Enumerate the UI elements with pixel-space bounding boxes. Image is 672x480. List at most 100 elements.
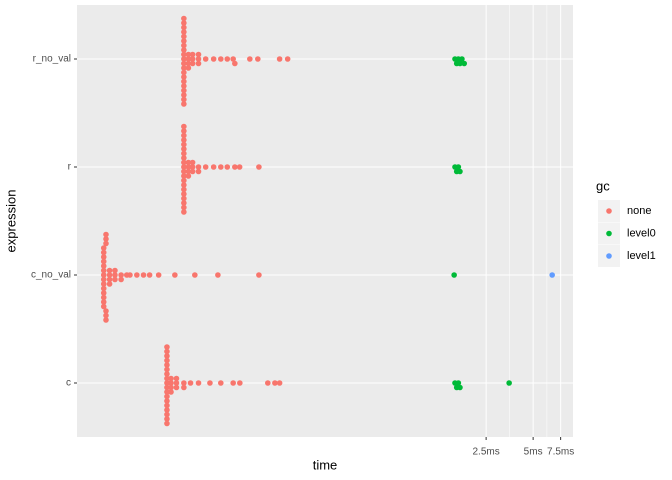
point — [457, 60, 463, 67]
point — [100, 281, 107, 287]
point — [181, 146, 187, 152]
point — [181, 60, 187, 67]
point — [506, 380, 512, 386]
point — [168, 384, 174, 391]
point — [232, 164, 238, 170]
point — [256, 164, 262, 170]
x-tick-label: 5ms — [524, 447, 543, 458]
point — [181, 56, 187, 62]
point — [103, 308, 109, 314]
point — [185, 51, 192, 58]
point — [164, 371, 170, 377]
point — [232, 60, 238, 67]
point — [181, 33, 187, 40]
point — [236, 164, 243, 170]
point — [284, 56, 291, 62]
point — [224, 56, 231, 62]
points — [100, 15, 555, 427]
point — [100, 267, 107, 274]
point — [181, 137, 187, 143]
point — [100, 258, 107, 265]
point — [181, 177, 187, 184]
point — [455, 380, 462, 386]
point — [155, 272, 162, 278]
point — [215, 272, 221, 278]
point — [276, 56, 283, 62]
x-tick-label: 7.5ms — [547, 447, 574, 458]
point — [164, 348, 170, 355]
point — [164, 420, 170, 427]
point — [112, 267, 118, 274]
point — [164, 411, 170, 418]
point — [185, 168, 192, 175]
point — [181, 83, 187, 89]
point — [103, 240, 109, 247]
point — [100, 303, 107, 310]
y-tick-label: c_no_val — [31, 270, 71, 281]
point — [181, 38, 187, 44]
point — [181, 173, 187, 179]
point — [118, 276, 124, 283]
point — [181, 195, 187, 202]
point — [192, 272, 198, 278]
point — [140, 272, 147, 278]
point — [181, 155, 187, 161]
point — [455, 164, 462, 170]
y-tick-label: c — [66, 378, 71, 389]
point — [164, 384, 170, 391]
point — [181, 42, 187, 49]
point — [164, 393, 170, 400]
point — [189, 60, 196, 67]
point — [100, 299, 107, 305]
point — [134, 272, 140, 278]
point — [181, 164, 187, 170]
point — [146, 272, 153, 278]
point — [100, 294, 107, 301]
point — [276, 380, 283, 386]
point — [218, 380, 224, 386]
point — [549, 272, 555, 278]
point — [181, 200, 187, 206]
point — [118, 272, 124, 278]
point — [181, 141, 187, 148]
point — [164, 375, 170, 382]
point — [181, 209, 187, 215]
point — [164, 389, 170, 395]
point — [164, 416, 170, 422]
point — [457, 168, 463, 175]
point — [189, 159, 196, 166]
point — [230, 56, 236, 62]
point — [164, 402, 170, 409]
point — [272, 380, 278, 386]
point — [451, 272, 457, 278]
point — [185, 56, 192, 62]
legend-label: none — [627, 205, 651, 217]
point — [181, 24, 187, 31]
point — [181, 101, 187, 107]
point — [255, 56, 261, 62]
point — [195, 380, 202, 386]
point — [168, 389, 174, 395]
point — [100, 254, 107, 260]
point — [181, 69, 187, 76]
point — [210, 164, 217, 170]
point — [181, 168, 187, 175]
point — [181, 15, 187, 22]
point — [181, 51, 187, 58]
point — [164, 366, 170, 373]
point — [181, 186, 187, 193]
point — [100, 245, 107, 251]
point — [185, 164, 192, 170]
point — [185, 159, 192, 166]
point — [173, 384, 180, 391]
point — [265, 380, 271, 386]
point — [181, 150, 187, 157]
point — [106, 267, 113, 274]
point — [164, 353, 170, 359]
point — [181, 78, 187, 85]
point — [181, 182, 187, 188]
point — [168, 375, 174, 382]
point — [237, 380, 243, 386]
point — [181, 204, 187, 211]
